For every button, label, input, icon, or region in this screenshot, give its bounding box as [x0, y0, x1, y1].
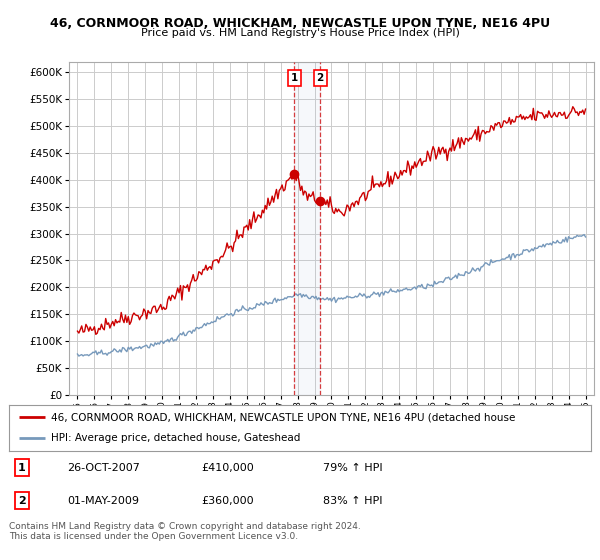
Text: 2: 2 — [18, 496, 26, 506]
Text: 79% ↑ HPI: 79% ↑ HPI — [323, 463, 383, 473]
Text: Price paid vs. HM Land Registry's House Price Index (HPI): Price paid vs. HM Land Registry's House … — [140, 28, 460, 38]
Text: 26-OCT-2007: 26-OCT-2007 — [67, 463, 140, 473]
Text: 1: 1 — [291, 73, 298, 83]
Text: 01-MAY-2009: 01-MAY-2009 — [67, 496, 139, 506]
Text: 83% ↑ HPI: 83% ↑ HPI — [323, 496, 383, 506]
Text: 1: 1 — [18, 463, 26, 473]
Bar — [295, 62, 320, 395]
Text: Contains HM Land Registry data © Crown copyright and database right 2024.
This d: Contains HM Land Registry data © Crown c… — [9, 522, 361, 542]
Text: 46, CORNMOOR ROAD, WHICKHAM, NEWCASTLE UPON TYNE, NE16 4PU: 46, CORNMOOR ROAD, WHICKHAM, NEWCASTLE U… — [50, 17, 550, 30]
Text: HPI: Average price, detached house, Gateshead: HPI: Average price, detached house, Gate… — [51, 433, 300, 444]
Text: £360,000: £360,000 — [201, 496, 254, 506]
Text: £410,000: £410,000 — [201, 463, 254, 473]
Text: 46, CORNMOOR ROAD, WHICKHAM, NEWCASTLE UPON TYNE, NE16 4PU (detached house: 46, CORNMOOR ROAD, WHICKHAM, NEWCASTLE U… — [51, 412, 515, 422]
Text: 2: 2 — [317, 73, 324, 83]
